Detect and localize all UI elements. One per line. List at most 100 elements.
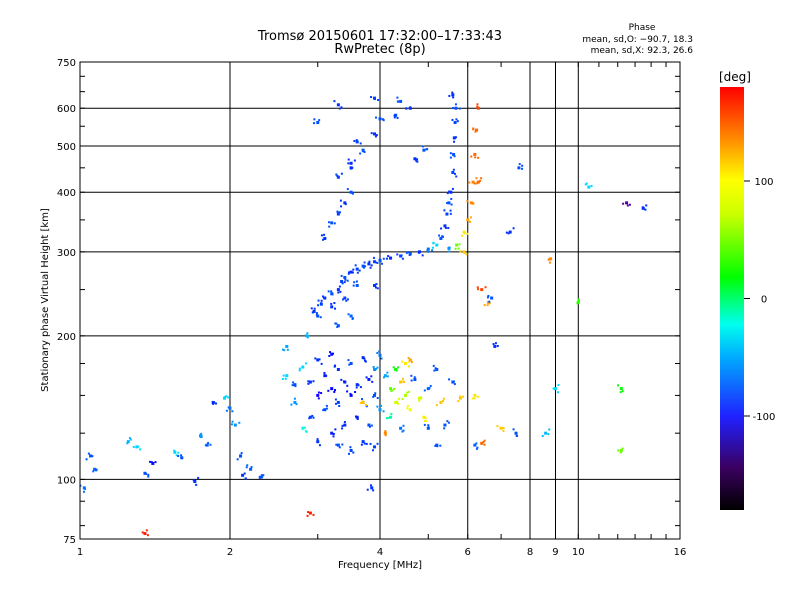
data-point	[473, 442, 479, 450]
data-point	[405, 251, 412, 256]
data-point	[616, 384, 624, 394]
data-point	[393, 113, 399, 119]
data-point	[340, 378, 349, 387]
data-point	[347, 446, 355, 455]
y-tick-label: 750	[57, 58, 76, 69]
data-point	[92, 467, 98, 473]
data-point	[359, 148, 366, 155]
data-point	[426, 247, 434, 253]
data-point	[434, 443, 442, 448]
data-point	[417, 250, 424, 257]
data-point	[547, 257, 553, 264]
data-point	[432, 364, 439, 372]
data-point	[423, 384, 432, 392]
data-point	[320, 295, 327, 302]
data-point	[376, 350, 383, 360]
data-point	[245, 464, 253, 471]
data-point	[447, 246, 451, 253]
y-axis: 75 100 200 300 400 500 600 750	[57, 58, 680, 546]
data-point	[298, 362, 307, 372]
data-point	[340, 278, 347, 285]
data-point	[459, 250, 468, 256]
data-point	[349, 166, 354, 170]
scatter-points	[79, 91, 648, 537]
data-point	[328, 351, 334, 357]
data-point	[223, 395, 230, 400]
data-point	[241, 472, 247, 480]
data-point	[451, 103, 461, 110]
data-point	[365, 375, 374, 383]
data-point	[352, 280, 359, 287]
y-tick-label: 100	[57, 475, 76, 486]
data-point	[373, 283, 379, 290]
data-point	[258, 474, 265, 479]
colorbar-tick-label: -100	[753, 412, 776, 423]
x-tick-label: 4	[377, 547, 383, 558]
colorbar-label: [deg]	[719, 70, 751, 84]
data-point	[448, 378, 456, 386]
data-point	[333, 364, 340, 371]
data-point	[394, 397, 400, 405]
data-point	[446, 187, 454, 195]
data-point	[472, 127, 479, 133]
data-point	[230, 420, 241, 427]
data-point	[552, 384, 560, 394]
data-point	[340, 272, 350, 282]
data-point	[346, 390, 357, 397]
chart-subtitle: RwPretec (8p)	[334, 42, 425, 57]
data-point	[281, 374, 289, 380]
x-tick-label: 6	[465, 547, 471, 558]
data-point	[417, 396, 423, 402]
data-point	[372, 392, 379, 399]
data-point	[369, 442, 379, 452]
data-point	[370, 95, 380, 102]
grid	[80, 62, 680, 539]
data-point	[327, 221, 336, 228]
data-point	[396, 253, 404, 260]
colorbar-ticks: 100 0 -100	[744, 177, 775, 423]
data-point	[367, 423, 373, 428]
x-tick-label: 9	[552, 547, 558, 558]
data-point	[512, 428, 519, 438]
data-point	[440, 224, 450, 230]
data-point	[360, 440, 368, 446]
data-point	[301, 426, 308, 433]
data-point	[322, 404, 328, 412]
data-point	[306, 511, 315, 517]
stats-heading: Phase	[629, 23, 656, 33]
data-point	[584, 182, 593, 189]
data-point	[470, 152, 480, 159]
data-point	[401, 390, 411, 400]
data-point	[372, 365, 379, 371]
colorbar	[720, 87, 744, 510]
data-point	[517, 163, 524, 170]
data-point	[348, 268, 355, 274]
data-point	[361, 261, 367, 269]
data-point	[330, 428, 337, 438]
data-point	[225, 406, 234, 413]
data-point	[341, 421, 347, 430]
data-point	[378, 257, 385, 265]
data-point	[446, 197, 453, 206]
data-point	[443, 420, 450, 430]
x-tick-label: 2	[227, 547, 233, 558]
data-point	[617, 447, 624, 454]
data-point	[173, 449, 180, 457]
data-point	[141, 529, 149, 537]
data-point	[476, 286, 487, 292]
data-point	[281, 344, 289, 352]
data-point	[308, 414, 315, 420]
data-point	[496, 425, 505, 432]
data-point	[347, 313, 354, 320]
y-tick-label: 200	[57, 332, 76, 343]
data-point	[466, 200, 475, 205]
data-point	[177, 454, 184, 460]
data-point	[330, 302, 337, 310]
data-point	[422, 415, 428, 422]
data-point	[336, 285, 342, 294]
data-point	[355, 383, 362, 389]
data-point	[473, 177, 483, 185]
data-point	[366, 484, 375, 492]
data-point	[505, 227, 515, 235]
